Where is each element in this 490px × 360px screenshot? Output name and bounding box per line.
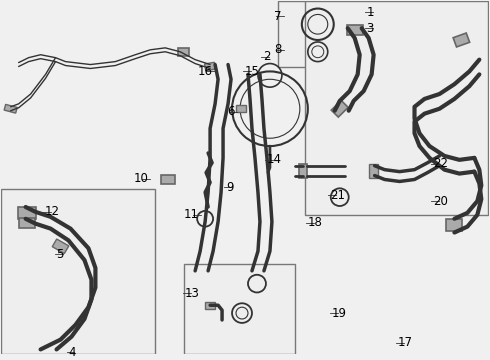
Text: 17: 17 — [397, 336, 413, 349]
Text: 2: 2 — [263, 50, 270, 63]
Text: 4: 4 — [69, 346, 76, 359]
Bar — [205, 302, 215, 309]
Text: 8: 8 — [274, 43, 282, 56]
Text: 21: 21 — [330, 189, 345, 202]
Bar — [278, 1, 369, 67]
Bar — [18, 207, 36, 219]
Bar — [19, 218, 35, 228]
Bar — [299, 164, 307, 177]
Text: 6: 6 — [227, 105, 235, 118]
Bar — [446, 219, 463, 230]
Text: 16: 16 — [198, 65, 213, 78]
Bar — [205, 62, 216, 71]
Text: 1: 1 — [367, 6, 374, 19]
Bar — [236, 105, 246, 112]
Bar — [305, 1, 489, 215]
Text: 9: 9 — [226, 181, 234, 194]
Bar — [178, 48, 189, 56]
Bar — [52, 239, 69, 253]
Text: 14: 14 — [267, 153, 282, 166]
Bar — [369, 164, 378, 177]
Text: 10: 10 — [133, 172, 148, 185]
Text: 13: 13 — [185, 287, 200, 300]
Bar — [331, 100, 348, 117]
Text: 19: 19 — [332, 307, 347, 320]
Bar — [184, 264, 295, 354]
Text: 22: 22 — [434, 157, 448, 170]
Text: 7: 7 — [274, 10, 282, 23]
Bar — [347, 25, 363, 35]
Text: 20: 20 — [434, 195, 448, 208]
Bar — [161, 175, 175, 184]
Text: 5: 5 — [56, 248, 64, 261]
Text: 3: 3 — [367, 22, 374, 35]
Bar — [453, 33, 469, 47]
Text: 12: 12 — [45, 206, 60, 219]
Text: 18: 18 — [308, 216, 323, 229]
Text: 11: 11 — [184, 208, 199, 221]
Bar — [4, 104, 17, 113]
Text: 15: 15 — [245, 65, 260, 78]
Bar — [0, 189, 155, 354]
